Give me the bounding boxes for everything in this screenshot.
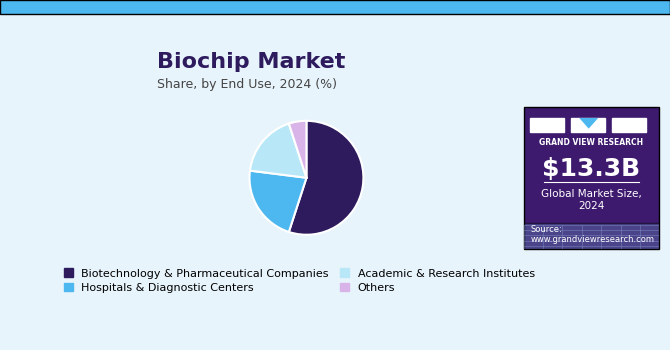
- Text: Share, by End Use, 2024 (%): Share, by End Use, 2024 (%): [157, 78, 337, 91]
- FancyBboxPatch shape: [531, 118, 564, 132]
- FancyBboxPatch shape: [612, 118, 646, 132]
- Wedge shape: [289, 121, 363, 235]
- Text: $13.3B: $13.3B: [543, 157, 641, 181]
- FancyBboxPatch shape: [571, 118, 605, 132]
- Wedge shape: [289, 121, 306, 178]
- Wedge shape: [249, 171, 306, 232]
- Text: Global Market Size,
2024: Global Market Size, 2024: [541, 189, 642, 211]
- Polygon shape: [580, 118, 598, 129]
- Text: Biochip Market: Biochip Market: [157, 52, 345, 72]
- Legend: Biotechnology & Pharmaceutical Companies, Hospitals & Diagnostic Centers, Academ: Biotechnology & Pharmaceutical Companies…: [59, 264, 539, 298]
- Text: GRAND VIEW RESEARCH: GRAND VIEW RESEARCH: [539, 138, 643, 147]
- Wedge shape: [250, 124, 306, 178]
- FancyBboxPatch shape: [523, 107, 659, 249]
- FancyBboxPatch shape: [523, 223, 659, 249]
- Text: Source:
www.grandviewresearch.com: Source: www.grandviewresearch.com: [531, 225, 655, 244]
